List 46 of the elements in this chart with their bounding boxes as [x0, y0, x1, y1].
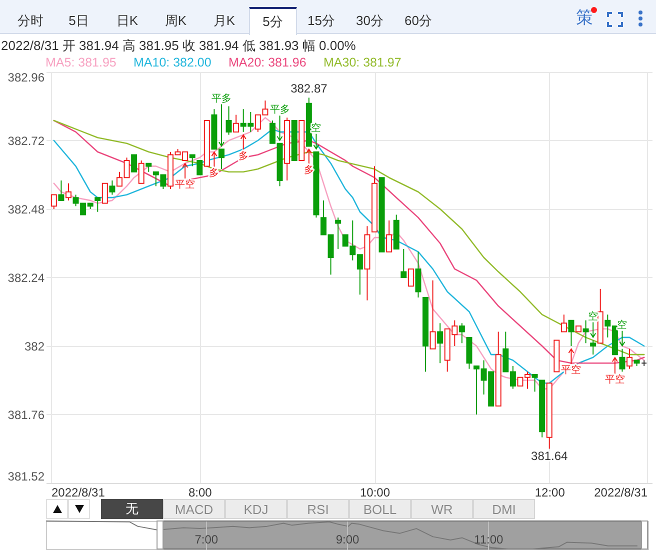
text: 日K [115, 12, 140, 30]
x-tick-label: 2022/8/31 [594, 486, 648, 500]
x-tick-label: 11:00 [474, 532, 504, 546]
text: MA20: 381.96 [228, 55, 306, 70]
y-tick-label: 382.48 [8, 202, 45, 216]
text: 周K [164, 12, 188, 30]
tab: BOLL [349, 499, 411, 519]
tab: WR [411, 499, 473, 519]
annotation: 空 [588, 310, 598, 322]
y-tick-label: 382.72 [8, 134, 45, 148]
tab: KDJ [225, 499, 287, 519]
y-tick-label: 381.76 [8, 408, 45, 422]
text: 月K [212, 12, 236, 30]
annotation: 多 [304, 164, 314, 176]
annotation: 381.64 [531, 448, 568, 463]
y-tick-label: 382 [24, 340, 45, 354]
annotation: 平空 [604, 374, 625, 386]
y-tick-label: 382.96 [8, 70, 45, 84]
x-tick-label: 2022/8/31 [52, 486, 106, 500]
text: 5日 [68, 12, 90, 30]
tab: RSI [287, 499, 349, 519]
text: MA30: 381.97 [324, 55, 402, 70]
annotation: 平多 [211, 92, 232, 104]
x-tick-label: 8:00 [188, 486, 212, 500]
chart-subtitle: 2022/8/31 开 381.94 高 381.95 收 381.94 低 381.93 幅 0.00% [1, 38, 356, 53]
x-tick-label: 12:00 [534, 486, 566, 500]
text: MA10: 382.00 [134, 55, 212, 70]
tab: 5分 [248, 7, 297, 35]
annotation: 382.87 [290, 82, 328, 96]
annotation: 平空 [175, 178, 196, 190]
x-tick-label: 7:00 [194, 532, 218, 546]
tab: MACD [163, 499, 225, 519]
annotation: 空 [617, 318, 628, 331]
annotation: 平多 [270, 104, 290, 116]
text: 策 [576, 8, 593, 28]
y-tick-label: 382.24 [8, 271, 45, 285]
y-tick-label: 381.52 [8, 470, 45, 484]
text: 15分 [306, 12, 336, 30]
tab: DMI [473, 499, 535, 519]
tab: 无 [101, 499, 163, 519]
text: MA5: 381.95 [46, 55, 116, 70]
x-tick-label: 9:00 [336, 532, 360, 546]
text: 分时 [16, 12, 44, 30]
x-tick-label: 10:00 [360, 486, 390, 500]
text: 30分 [355, 12, 384, 30]
text: 60分 [404, 12, 433, 30]
